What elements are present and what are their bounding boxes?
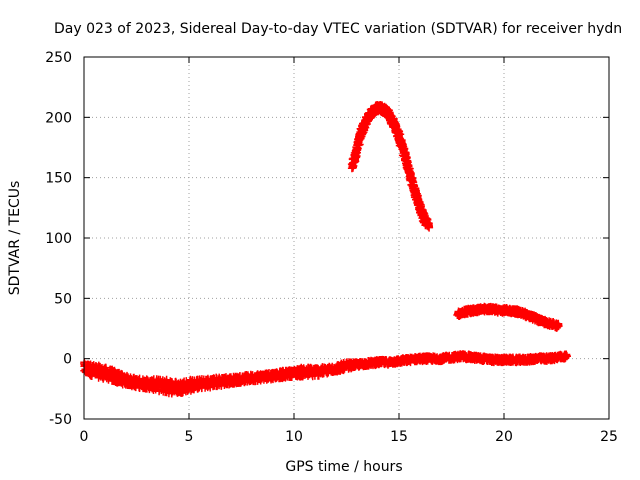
y-tick-label: 200: [45, 110, 72, 126]
y-axis-ticks: -50 0 50 100 150 200 250: [45, 50, 609, 428]
data-point-markers: [80, 350, 571, 398]
y-tick-label: 50: [54, 291, 72, 307]
data-points: [80, 101, 571, 398]
series-mid-arc: [453, 302, 563, 332]
x-tick-label: 20: [495, 429, 513, 445]
data-point-markers: [453, 302, 563, 332]
x-tick-label: 10: [285, 429, 303, 445]
x-axis-ticks: 0 5 10 15 20 25: [80, 57, 618, 445]
x-axis-title: GPS time / hours: [285, 459, 402, 475]
y-tick-label: -50: [49, 412, 72, 428]
y-tick-label: 250: [45, 50, 72, 66]
x-tick-label: 0: [80, 429, 89, 445]
chart-title: Day 023 of 2023, Sidereal Day-to-day VTE…: [54, 21, 622, 37]
series-high-arc: [347, 101, 434, 232]
x-tick-label: 5: [185, 429, 194, 445]
x-tick-label: 15: [390, 429, 408, 445]
y-tick-label: 100: [45, 231, 72, 247]
data-point-markers: [347, 101, 434, 232]
x-tick-label: 25: [600, 429, 618, 445]
y-tick-label: 150: [45, 171, 72, 187]
y-axis-title: SDTVAR / TECUs: [7, 181, 23, 296]
y-tick-label: 0: [63, 352, 72, 368]
grid: [84, 57, 609, 419]
series-low-band: [80, 350, 571, 398]
